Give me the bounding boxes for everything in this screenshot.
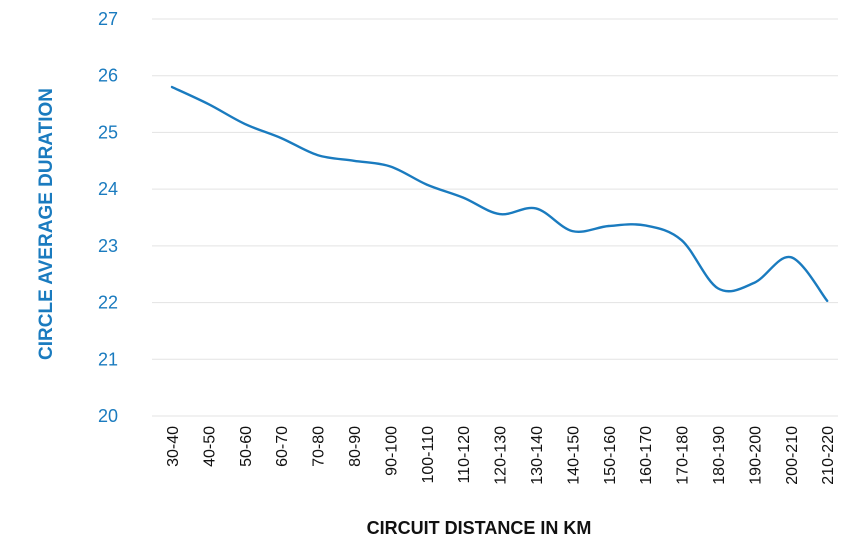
x-tick-label: 100-110 [420,426,437,484]
x-tick-label: 160-170 [638,426,655,485]
series-line-0 [170,85,829,303]
y-axis-title: CIRCLE AVERAGE DURATION [36,88,57,360]
x-tick-label: 170-180 [675,426,692,485]
x-tick-label: 180-190 [711,426,728,485]
x-tick-label: 140-150 [565,426,582,485]
x-tick-label: 30-40 [165,426,182,467]
x-tick-label: 70-80 [311,426,328,467]
series-layer [170,85,829,303]
grid-layer [152,18,838,417]
y-tick-label: 23 [98,236,118,256]
x-axis-title: CIRCUIT DISTANCE IN KM [367,518,592,538]
x-tick-label: 40-50 [201,426,218,467]
y-tick-label: 24 [98,179,118,199]
y-tick-label: 22 [98,293,118,313]
y-tick-label: 26 [98,66,118,86]
x-tick-label: 80-90 [347,426,364,467]
x-tick-label: 210-220 [820,426,837,485]
x-tick-label: 50-60 [238,426,255,467]
x-tick-label: 200-210 [784,426,801,485]
x-tick-label: 90-100 [383,426,400,476]
x-tick-label: 60-70 [274,426,291,467]
x-tick-label: 130-140 [529,426,546,485]
y-tick-label: 27 [98,9,118,29]
y-axis-ticks: 20 21 22 23 24 25 26 27 [98,9,118,426]
x-tick-label: 190-200 [747,426,764,485]
x-tick-label: 110-120 [456,426,473,484]
x-tick-label: 150-160 [602,426,619,485]
x-axis-ticks: 30-40 40-50 50-60 60-70 70-80 80-90 90-100 100-… [165,426,837,485]
y-tick-label: 21 [98,349,118,369]
x-tick-label: 120-130 [493,426,510,485]
y-tick-label: 20 [98,406,118,426]
y-tick-label: 25 [98,122,118,142]
